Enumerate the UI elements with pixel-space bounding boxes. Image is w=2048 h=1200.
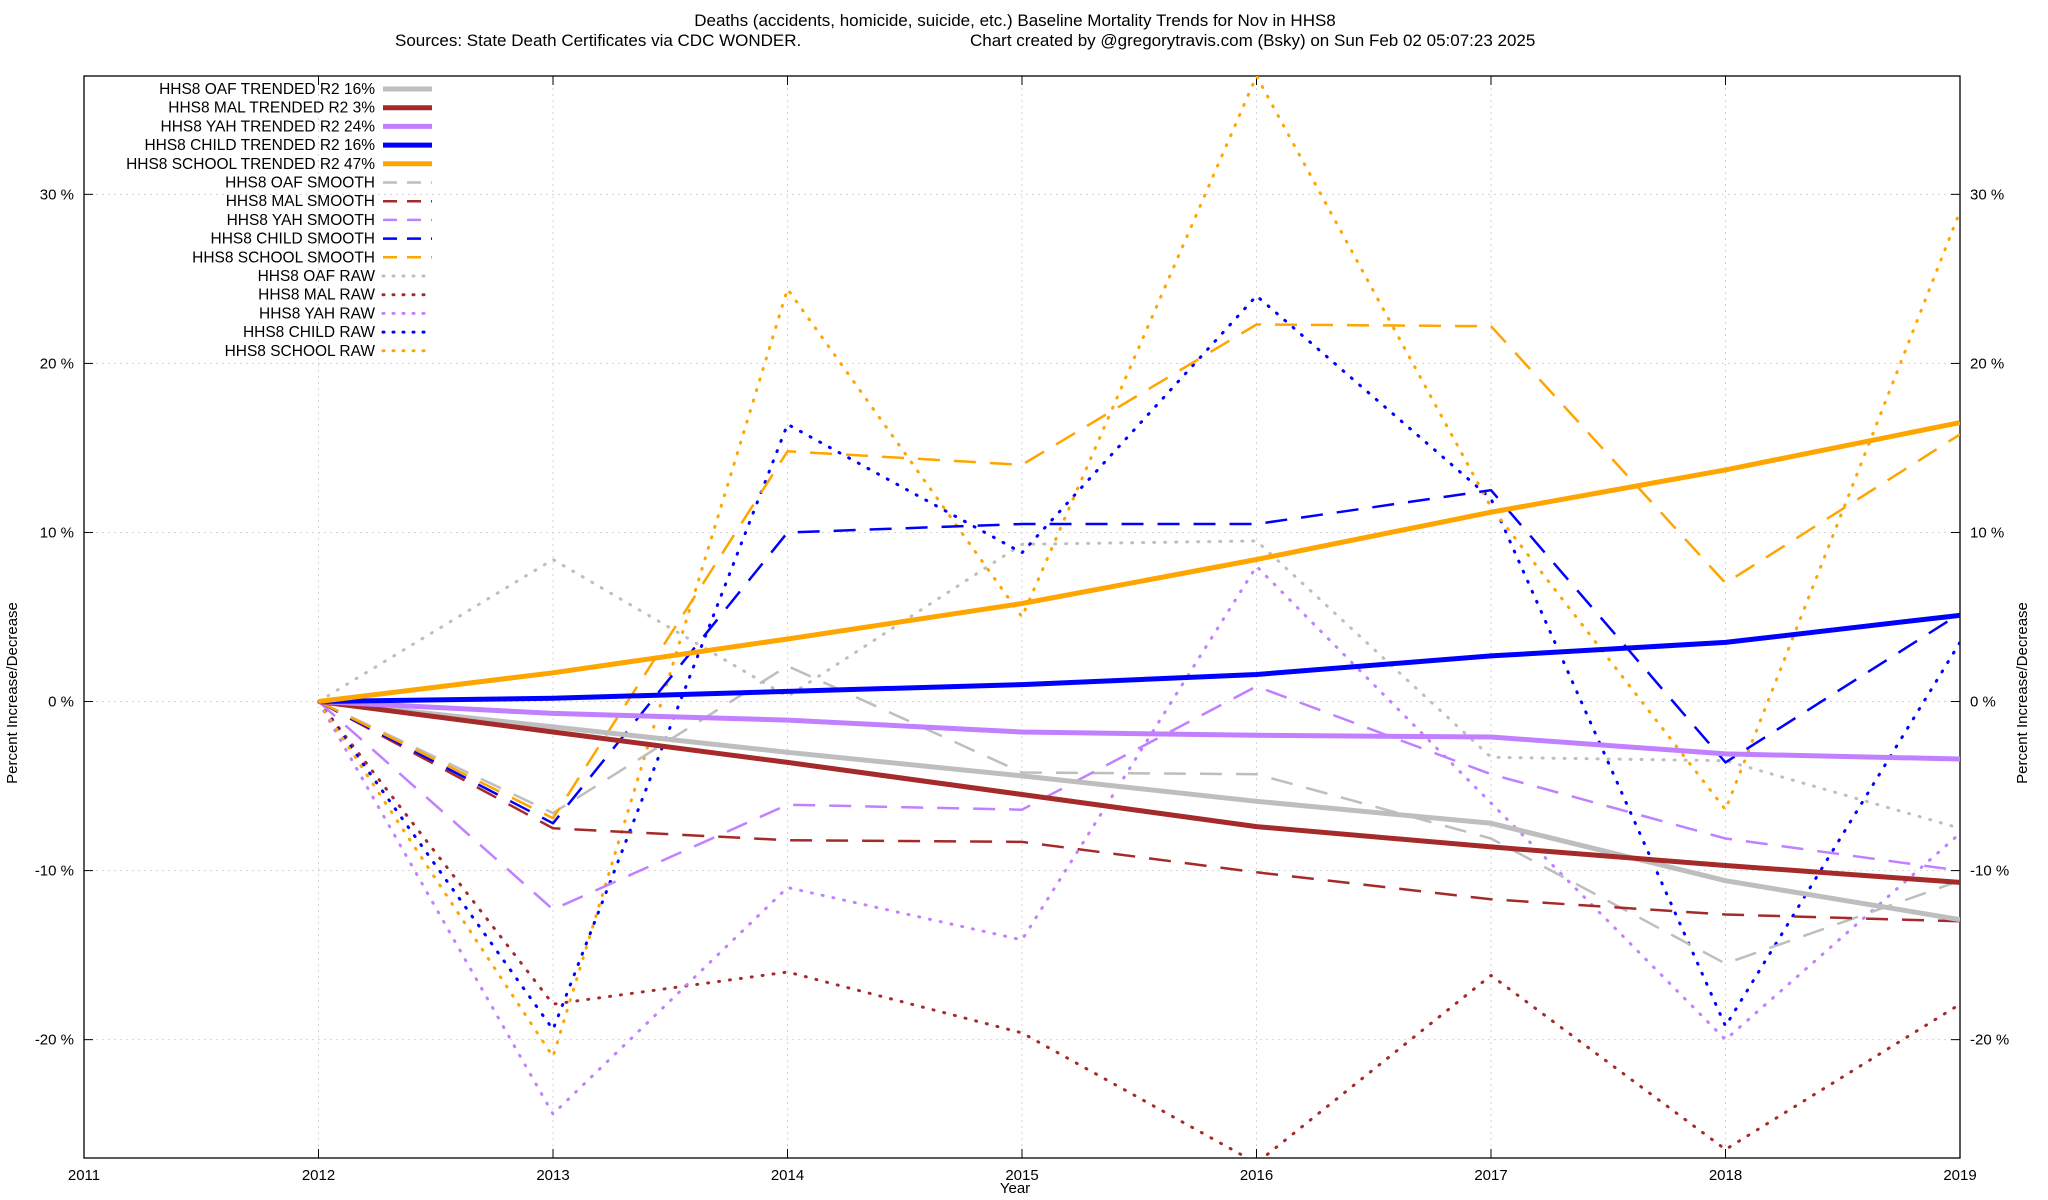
y-tick-label-left: -20 % xyxy=(35,1032,74,1049)
y-axis-label-left: Percent Increase/Decrease xyxy=(4,602,21,784)
legend-label: HHS8 CHILD RAW xyxy=(243,324,375,341)
legend-label: HHS8 OAF RAW xyxy=(258,268,376,285)
series-line-hhs8-school-raw xyxy=(317,76,1960,1059)
legend-label: HHS8 YAH RAW xyxy=(259,305,375,322)
y-tick-label-left: -10 % xyxy=(35,863,74,880)
legend-label: HHS8 SCHOOL SMOOTH xyxy=(192,249,375,266)
chart-subtitle-credit: Chart created by @gregorytravis.com (Bsk… xyxy=(970,31,1535,50)
y-tick-label-right: -20 % xyxy=(1970,1032,2009,1049)
series-line-hhs8-yah-raw xyxy=(317,564,1960,1116)
series-line-hhs8-mal-smooth xyxy=(317,700,1960,923)
x-tick-label: 2019 xyxy=(1943,1167,1976,1184)
legend-label: HHS8 SCHOOL RAW xyxy=(225,343,376,360)
legend-label: HHS8 MAL RAW xyxy=(258,287,375,304)
x-tick-label: 2015 xyxy=(1005,1167,1038,1184)
legend-label: HHS8 CHILD SMOOTH xyxy=(211,231,376,248)
y-tick-label-right: -10 % xyxy=(1970,863,2009,880)
series-line-hhs8-oaf-smooth xyxy=(317,664,1960,965)
x-tick-label: 2012 xyxy=(302,1167,335,1184)
series-line-hhs8-oaf-trended-r2-16 xyxy=(318,699,1960,923)
x-axis-ticks: 2011 2012 2013 2014 2015 2016 2017 2018 2019 xyxy=(68,76,1977,1184)
y-tick-label-right: 0 % xyxy=(1970,694,1996,711)
chart-subtitle-source: Sources: State Death Certificates via CD… xyxy=(395,31,801,50)
series-line-hhs8-child-trended-r2-16 xyxy=(318,612,1960,704)
series-line-hhs8-mal-trended-r2-3 xyxy=(318,699,1960,885)
y-tick-label-right: 30 % xyxy=(1970,186,2004,203)
y-tick-label-left: 30 % xyxy=(40,186,74,203)
legend-label: HHS8 YAH TRENDED R2 24% xyxy=(161,118,376,135)
x-axis-label: Year xyxy=(1000,1180,1030,1197)
y-tick-label-left: 0 % xyxy=(48,694,74,711)
series-line-hhs8-school-trended-r2-47 xyxy=(318,420,1960,704)
series-line-hhs8-yah-smooth xyxy=(317,685,1960,911)
y-tick-label-right: 10 % xyxy=(1970,524,2004,541)
legend-label: HHS8 SCHOOL TRENDED R2 47% xyxy=(126,156,375,173)
x-tick-label: 2018 xyxy=(1709,1167,1742,1184)
series-line-hhs8-oaf-raw xyxy=(317,539,1960,830)
series-line-hhs8-yah-trended-r2-24 xyxy=(318,699,1960,762)
series-lines xyxy=(317,76,1960,1158)
y-tick-label-left: 20 % xyxy=(40,355,74,372)
legend-label: HHS8 YAH SMOOTH xyxy=(227,212,375,229)
series-line-hhs8-school-smooth xyxy=(317,323,1960,820)
y-axis-ticks: -20 % -20 % -10 % -10 % 0 % 0 % 10 % 10 % 20 % 20… xyxy=(35,186,2009,1048)
legend-label: HHS8 MAL TRENDED R2 3% xyxy=(168,100,375,117)
series-line-hhs8-mal-raw xyxy=(317,700,1960,1158)
x-tick-label: 2017 xyxy=(1474,1167,1507,1184)
x-tick-label: 2013 xyxy=(536,1167,569,1184)
legend-label: HHS8 OAF SMOOTH xyxy=(225,175,375,192)
x-tick-label: 2014 xyxy=(771,1167,804,1184)
y-tick-label-right: 20 % xyxy=(1970,355,2004,372)
chart-title: Deaths (accidents, homicide, suicide, et… xyxy=(694,11,1336,30)
legend-label: HHS8 OAF TRENDED R2 16% xyxy=(159,81,375,98)
legend-label: HHS8 MAL SMOOTH xyxy=(226,193,375,210)
x-tick-label: 2016 xyxy=(1240,1167,1273,1184)
legend: HHS8 OAF TRENDED R2 16% HHS8 MAL TRENDED … xyxy=(126,81,434,360)
legend-label: HHS8 CHILD TRENDED R2 16% xyxy=(144,137,375,154)
y-axis-label-right: Percent Increase/Decrease xyxy=(2014,602,2031,784)
y-tick-label-left: 10 % xyxy=(40,524,74,541)
series-line-hhs8-child-smooth xyxy=(317,488,1960,825)
x-tick-label: 2011 xyxy=(68,1167,100,1184)
